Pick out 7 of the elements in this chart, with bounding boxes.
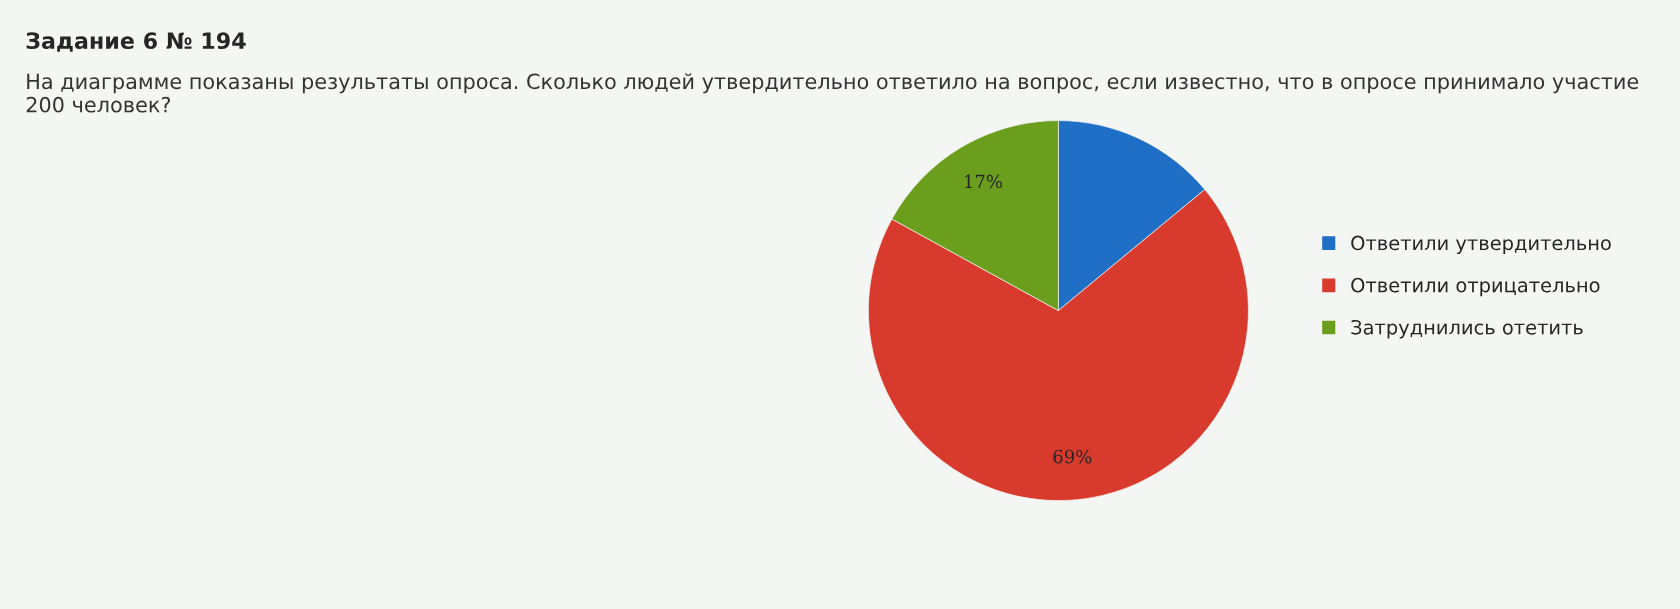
legend-label: Ответили отрицательно: [1351, 277, 1600, 297]
text: Задание 6 № 194: [26, 32, 246, 52]
data-label: 17%: [965, 174, 1003, 189]
legend-label: Затруднились отетить: [1351, 319, 1583, 339]
chart-subtitle: На диаграмме показаны результаты опроса. Сколько людей утвердительно ответило на вопрос, если известно, что в опросе принимало участие 200 человек?: [26, 73, 1639, 113]
legend-label: Ответили утвердительно: [1351, 235, 1611, 255]
data-label: 69%: [1053, 449, 1092, 464]
